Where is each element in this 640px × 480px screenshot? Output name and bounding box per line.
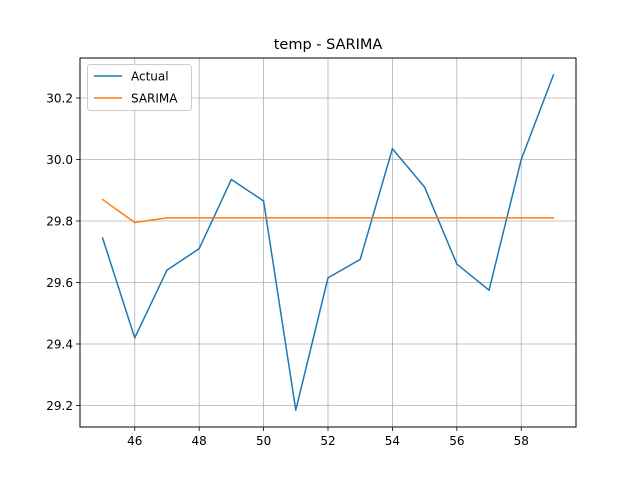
legend-label-sarima: SARIMA [131,92,178,106]
x-tick-label: 50 [256,434,271,448]
x-tick-label: 58 [514,434,529,448]
data-point-sarima [101,198,104,201]
data-point-actual [456,263,458,265]
x-tick-label: 46 [127,434,142,448]
x-tick-label: 52 [320,434,335,448]
y-tick-label: 30.2 [46,91,73,105]
y-tick-label: 29.6 [46,276,73,290]
y-tick-label: 29.4 [46,337,73,351]
data-point-actual [198,247,200,250]
data-point-sarima [391,217,394,219]
y-tick-label: 29.2 [46,399,73,413]
chart-title: temp - SARIMA [274,37,383,53]
data-point-actual [423,186,426,188]
legend-label-actual: Actual [131,70,169,84]
data-point-actual [101,237,104,239]
data-point-actual [295,409,297,411]
data-point-sarima [134,221,136,224]
x-tick-label: 48 [192,434,207,448]
data-point-actual [230,178,233,181]
x-tick-label: 56 [449,434,464,448]
data-point-actual [359,258,361,261]
data-point-sarima [423,217,426,219]
data-point-sarima [166,217,168,219]
legend: Actual SARIMA [87,64,192,111]
data-point-sarima [359,217,361,219]
y-tick-label: 29.8 [46,214,73,228]
grid [80,58,576,427]
y-tick-label: 30.0 [46,153,73,167]
data-point-sarima [230,217,233,219]
series-layer [101,74,555,411]
data-point-sarima [552,217,555,219]
data-point-actual [166,269,168,271]
data-point-actual [262,200,265,202]
data-point-sarima [198,217,200,219]
ticks: 46 48 50 52 54 56 58 29.2 29.4 29.6 29.8 30.0 30.2 [46,91,529,448]
data-point-actual [520,158,522,161]
data-point-sarima [520,217,522,219]
x-tick-label: 54 [385,434,400,448]
data-point-actual [327,277,329,279]
data-point-sarima [456,217,458,219]
data-point-actual [488,289,490,291]
data-point-sarima [327,217,329,219]
data-point-sarima [488,217,490,219]
data-point-actual [391,147,394,150]
data-point-sarima [262,217,265,219]
data-point-actual [552,74,555,76]
data-point-actual [134,337,136,339]
data-point-sarima [295,217,297,219]
